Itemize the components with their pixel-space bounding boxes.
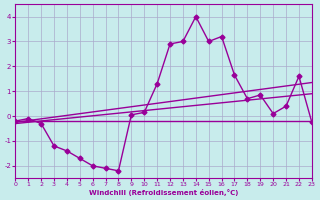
X-axis label: Windchill (Refroidissement éolien,°C): Windchill (Refroidissement éolien,°C) xyxy=(89,189,238,196)
